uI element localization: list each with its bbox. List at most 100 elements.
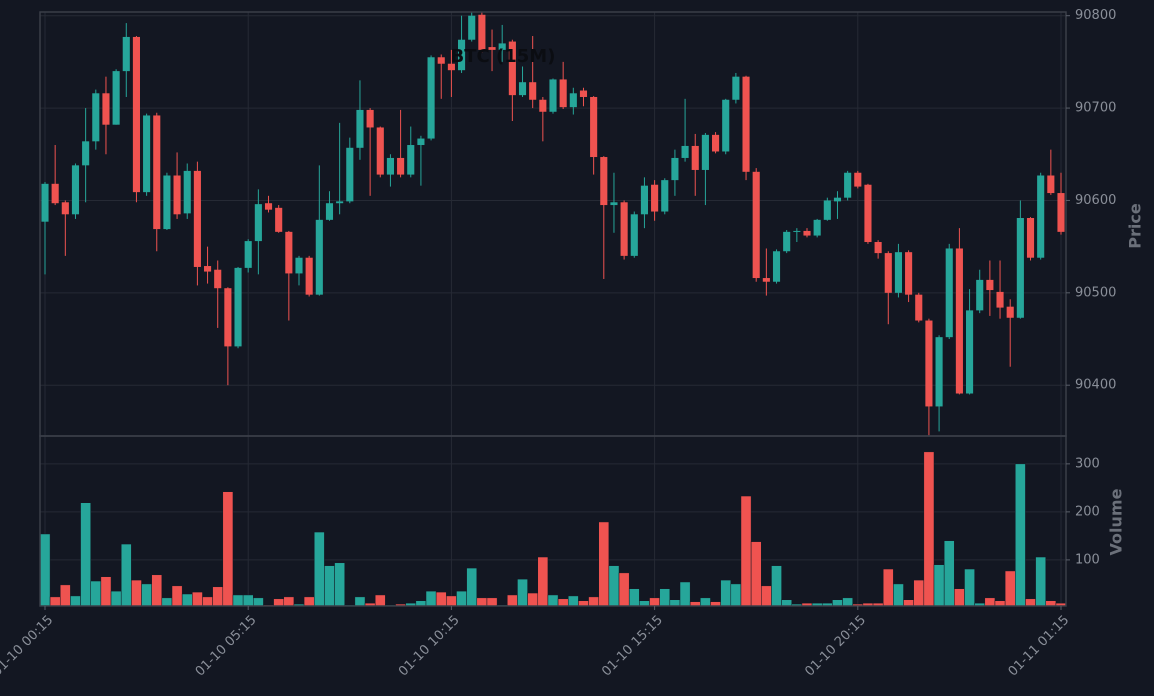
volume-bar bbox=[212, 586, 224, 607]
volume-bar bbox=[700, 597, 711, 607]
candle-body bbox=[122, 36, 130, 72]
candle-body bbox=[508, 41, 516, 96]
candle-body bbox=[173, 175, 181, 215]
volume-bar bbox=[964, 568, 975, 607]
volume-bar bbox=[1004, 570, 1016, 607]
volume-bar bbox=[59, 584, 71, 607]
candle-body bbox=[458, 39, 466, 71]
volume-bar bbox=[202, 596, 213, 607]
candle-body bbox=[833, 197, 842, 202]
candle-body bbox=[986, 279, 994, 291]
candle-body bbox=[153, 115, 161, 230]
y-tick-label: 90400 bbox=[1075, 378, 1116, 393]
candle-body bbox=[661, 180, 669, 212]
candle-body bbox=[671, 157, 679, 181]
y-tick-label: 90800 bbox=[1075, 8, 1116, 23]
candle-body bbox=[559, 79, 567, 108]
candle-body bbox=[518, 82, 527, 96]
candle-body bbox=[620, 202, 628, 256]
candle-body bbox=[701, 134, 709, 170]
candle-body bbox=[234, 267, 242, 347]
volume-bar bbox=[435, 591, 447, 607]
volume-bar bbox=[842, 597, 853, 607]
y-axis-label: Price bbox=[1126, 203, 1145, 249]
volume-bar bbox=[547, 594, 559, 607]
candle-body bbox=[681, 145, 689, 158]
candle-body bbox=[1016, 217, 1024, 318]
y-tick-label: 90500 bbox=[1075, 285, 1116, 300]
candle-body bbox=[143, 115, 151, 193]
volume-bar bbox=[222, 491, 234, 607]
volume-bar bbox=[954, 588, 965, 607]
candle-body bbox=[793, 230, 801, 232]
volume-bar bbox=[903, 599, 914, 607]
candle-body bbox=[112, 71, 120, 125]
volume-bar bbox=[80, 502, 91, 607]
volume-bar bbox=[649, 597, 660, 607]
candle-body bbox=[325, 203, 334, 220]
candle-body bbox=[966, 310, 974, 394]
candle-body bbox=[905, 252, 913, 295]
volume-bar bbox=[192, 591, 203, 607]
candle-body bbox=[884, 253, 892, 293]
volume-bar bbox=[1025, 598, 1036, 607]
volume-bar bbox=[100, 576, 112, 607]
volume-bar bbox=[598, 521, 610, 607]
candle-body bbox=[285, 231, 293, 274]
candle-body bbox=[417, 138, 425, 146]
volume-bar bbox=[669, 599, 681, 607]
candle-body bbox=[569, 93, 577, 108]
candle-body bbox=[945, 248, 953, 338]
volume-bar bbox=[110, 590, 122, 607]
candle-body bbox=[1037, 175, 1045, 258]
candle-body bbox=[407, 145, 415, 175]
candle-body bbox=[752, 171, 760, 279]
volume-bar bbox=[882, 568, 894, 607]
volume-bar bbox=[628, 588, 640, 607]
volume-bar bbox=[232, 594, 244, 607]
candle-body bbox=[193, 170, 201, 267]
volume-bar bbox=[131, 579, 142, 607]
volume-bar bbox=[1015, 463, 1026, 607]
volume-bar bbox=[273, 598, 285, 607]
candle-body bbox=[864, 184, 872, 243]
volume-bar bbox=[578, 600, 589, 607]
volume-frame bbox=[39, 435, 1067, 607]
volume-bar bbox=[984, 597, 996, 607]
candle-body bbox=[346, 147, 354, 202]
volume-bar bbox=[913, 579, 925, 607]
candle-body bbox=[132, 36, 140, 193]
candle-body bbox=[600, 157, 608, 206]
candle-body bbox=[1006, 306, 1014, 318]
candle-body bbox=[996, 291, 1004, 308]
candle-body bbox=[397, 157, 405, 175]
volume-bar bbox=[994, 600, 1006, 607]
volume-bar bbox=[943, 540, 955, 607]
candle-body bbox=[376, 127, 384, 175]
volume-bar bbox=[354, 596, 366, 607]
x-tick-label: 01-10 10:15 bbox=[396, 613, 463, 680]
candle-body bbox=[529, 82, 537, 100]
candle-body bbox=[976, 279, 984, 311]
volume-bar bbox=[517, 578, 528, 607]
y2-tick-label: 300 bbox=[1075, 456, 1100, 471]
candle-body bbox=[478, 14, 486, 50]
volume-bar bbox=[781, 599, 793, 607]
candle-body bbox=[1047, 175, 1055, 194]
chart-title: BTC (15M) bbox=[451, 46, 556, 67]
volume-bar bbox=[446, 595, 457, 607]
volume-bar bbox=[486, 597, 498, 607]
candle-body bbox=[386, 157, 394, 175]
volume-bar bbox=[750, 541, 762, 607]
candle-body bbox=[427, 57, 435, 139]
volume-bar bbox=[608, 565, 620, 607]
volume-bar bbox=[141, 583, 152, 607]
candle-body bbox=[925, 320, 933, 407]
candle-body bbox=[955, 248, 963, 394]
volume-bar bbox=[537, 556, 549, 607]
candle-body bbox=[366, 109, 374, 128]
volume-bar bbox=[507, 594, 518, 607]
volume-bar bbox=[771, 565, 782, 607]
candle-body bbox=[772, 251, 781, 282]
volume-bar bbox=[832, 599, 843, 607]
